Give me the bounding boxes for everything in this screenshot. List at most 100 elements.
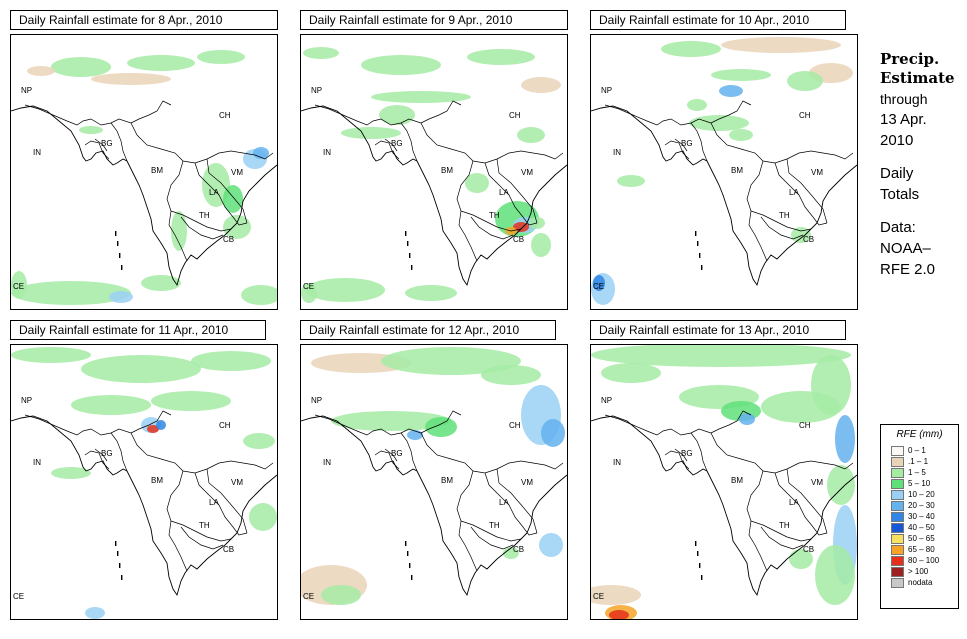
rainfall-area (156, 420, 166, 430)
legend-item: 10 – 20 (891, 489, 958, 500)
rainfall-area (721, 37, 841, 53)
country-border (710, 410, 752, 434)
island (407, 551, 409, 556)
country-label: NP (601, 86, 612, 95)
country-label: VM (231, 168, 243, 177)
country-border (690, 432, 708, 472)
caption-date: 2010 (880, 132, 914, 149)
country-border (420, 122, 564, 164)
country-label: NP (311, 396, 322, 405)
country-border (206, 158, 248, 224)
island (701, 265, 703, 270)
legend-item: > 100 (891, 566, 958, 577)
country-border (130, 100, 172, 124)
legend-swatch (891, 467, 904, 478)
country-label: CH (219, 421, 231, 430)
country-border (458, 210, 478, 262)
country-border (460, 520, 522, 542)
rainfall-area (381, 347, 521, 375)
caption-totals: Daily (880, 165, 914, 182)
country-label: CE (13, 282, 24, 291)
rainfall-area (171, 211, 187, 251)
island (407, 241, 409, 246)
coastline (11, 105, 277, 287)
rainfall-area (243, 433, 275, 449)
country-border (84, 140, 110, 160)
country-border (130, 122, 274, 164)
rainfall-area (11, 281, 131, 305)
rainfall-area (79, 126, 103, 134)
rainfall-area (202, 163, 230, 207)
rainfall-area (11, 271, 27, 299)
rainfall-map: NP CH IN BG BM VM LA TH CB CE (10, 34, 278, 310)
country-border (314, 414, 422, 436)
rainfall-area (301, 283, 317, 303)
country-label: CE (13, 592, 24, 601)
country-border (130, 410, 172, 434)
rainfall-area (687, 99, 707, 111)
country-border (484, 162, 538, 226)
legend-item: 65 – 80 (891, 544, 958, 555)
side-caption: Precip. Estimate through 13 Apr. 2010 Da… (880, 50, 965, 280)
rainfall-map: NP CH IN BG BM VM LA TH CB CE (590, 344, 858, 620)
rainfall-area (249, 503, 277, 531)
caption-title: Precip. (880, 50, 940, 68)
island (695, 231, 697, 236)
rainfall-area (761, 391, 841, 423)
country-border (496, 468, 538, 534)
rainfall-map: NP CH IN BG BM VM LA TH CB CE (590, 34, 858, 310)
map-canvas: NP CH IN BG BM VM LA TH CB CE (11, 347, 277, 619)
panel-title: Daily Rainfall estimate for 10 Apr., 201… (590, 10, 846, 30)
island (701, 575, 703, 580)
rainfall-area (361, 55, 441, 75)
country-border (420, 432, 564, 474)
country-border (786, 468, 828, 534)
country-border (456, 160, 474, 212)
legend-label: 50 – 65 (908, 533, 935, 543)
legend-label: 40 – 50 (908, 522, 935, 532)
rainfall-area (815, 545, 855, 605)
rainfall-map-panel: Daily Rainfall estimate for 8 Apr., 2010… (10, 10, 278, 310)
rainfall-area (425, 417, 457, 437)
island (115, 541, 117, 546)
island (411, 575, 413, 580)
legend-label: 65 – 80 (908, 544, 935, 554)
rainfall-area (407, 430, 423, 440)
country-label: LA (209, 188, 219, 197)
caption-data-source: NOAA– (880, 240, 931, 257)
country-border (194, 472, 248, 536)
country-border (24, 414, 132, 436)
rainfall-area (739, 413, 755, 425)
legend-item: 1 – 5 (891, 467, 958, 478)
rainfall-area (321, 585, 361, 605)
rainfall-area (147, 425, 159, 433)
legend-item: 0 – 1 (891, 445, 958, 456)
rainfall-area (591, 345, 851, 367)
legend-item: 20 – 30 (891, 500, 958, 511)
country-label: BM (151, 476, 163, 485)
country-label: BM (441, 166, 453, 175)
country-border (470, 526, 514, 550)
rainfall-map-panel: Daily Rainfall estimate for 10 Apr., 201… (590, 10, 858, 310)
rainfall-area (71, 395, 151, 415)
country-border (166, 470, 184, 522)
country-border (170, 520, 232, 542)
country-label: CB (513, 235, 524, 244)
country-border (110, 432, 128, 472)
legend-swatch (891, 522, 904, 533)
rainfall-area (601, 363, 661, 383)
caption-data-source: RFE 2.0 (880, 261, 936, 278)
country-border (604, 104, 712, 126)
caption-totals: Totals (880, 186, 920, 203)
country-border (170, 210, 232, 232)
legend-item: 40 – 50 (891, 522, 958, 533)
legend-item: 80 – 100 (891, 555, 958, 566)
country-label: TH (489, 521, 500, 530)
country-label: TH (779, 211, 790, 220)
legend-label: 30 – 40 (908, 511, 935, 521)
rainfall-area (517, 127, 545, 143)
rainfall-area (331, 411, 451, 431)
country-label: VM (811, 478, 823, 487)
country-label: BM (731, 476, 743, 485)
rainfall-area (789, 549, 813, 569)
